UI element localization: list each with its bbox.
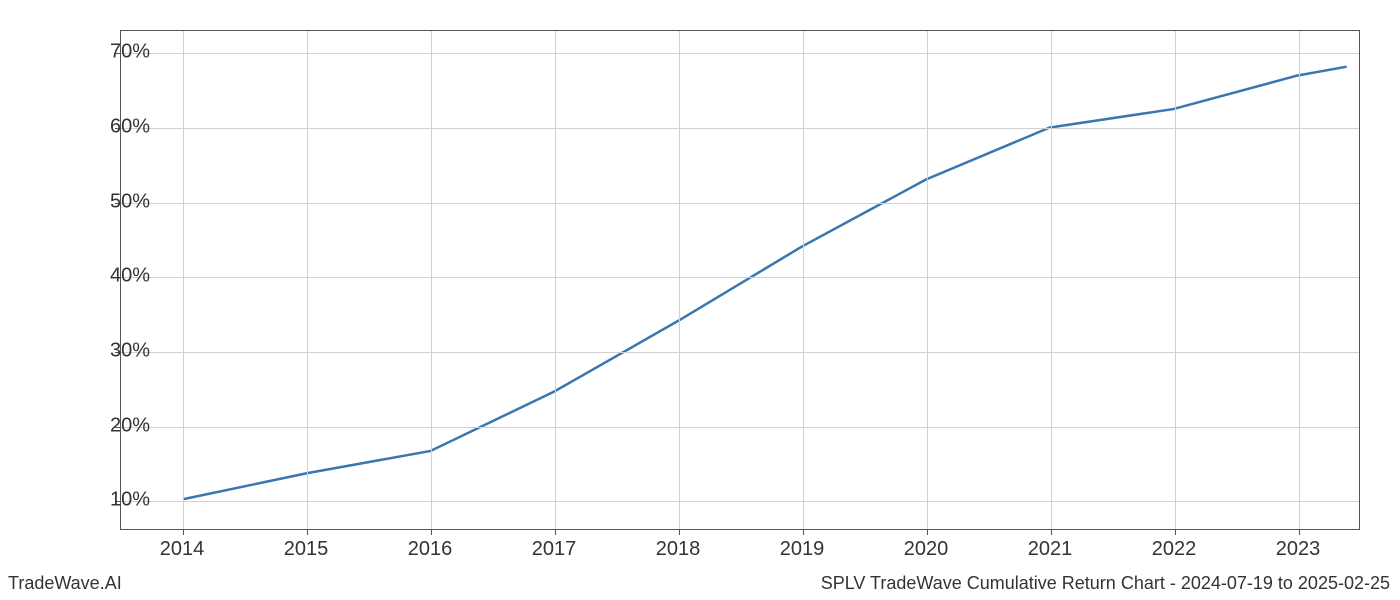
x-tick-mark [555,529,556,535]
x-tick-mark [1299,529,1300,535]
grid-line-v [927,31,928,529]
x-tick-label: 2015 [284,538,329,561]
y-tick-label: 10% [90,489,150,512]
x-tick-label: 2017 [532,538,577,561]
x-tick-label: 2021 [1028,538,1073,561]
x-tick-label: 2019 [780,538,825,561]
x-tick-mark [679,529,680,535]
x-tick-label: 2022 [1152,538,1197,561]
footer-brand: TradeWave.AI [8,573,122,594]
y-tick-label: 50% [90,190,150,213]
x-tick-mark [183,529,184,535]
x-tick-mark [431,529,432,535]
footer-caption: SPLV TradeWave Cumulative Return Chart -… [821,573,1390,594]
x-tick-label: 2020 [904,538,949,561]
y-tick-label: 20% [90,414,150,437]
cumulative-return-line [183,67,1347,500]
grid-line-v [307,31,308,529]
y-tick-label: 70% [90,41,150,64]
grid-line-v [1051,31,1052,529]
grid-line-v [679,31,680,529]
grid-line-v [431,31,432,529]
grid-line-v [803,31,804,529]
plot-area [120,30,1360,530]
chart-container [120,30,1360,530]
x-tick-label: 2014 [160,538,205,561]
y-tick-label: 60% [90,116,150,139]
x-tick-label: 2023 [1276,538,1321,561]
x-tick-label: 2018 [656,538,701,561]
x-tick-mark [1051,529,1052,535]
y-tick-label: 30% [90,339,150,362]
x-tick-mark [1175,529,1176,535]
grid-line-v [183,31,184,529]
y-tick-label: 40% [90,265,150,288]
grid-line-v [1299,31,1300,529]
x-tick-label: 2016 [408,538,453,561]
x-tick-mark [803,529,804,535]
grid-line-v [555,31,556,529]
grid-line-v [1175,31,1176,529]
x-tick-mark [307,529,308,535]
x-tick-mark [927,529,928,535]
